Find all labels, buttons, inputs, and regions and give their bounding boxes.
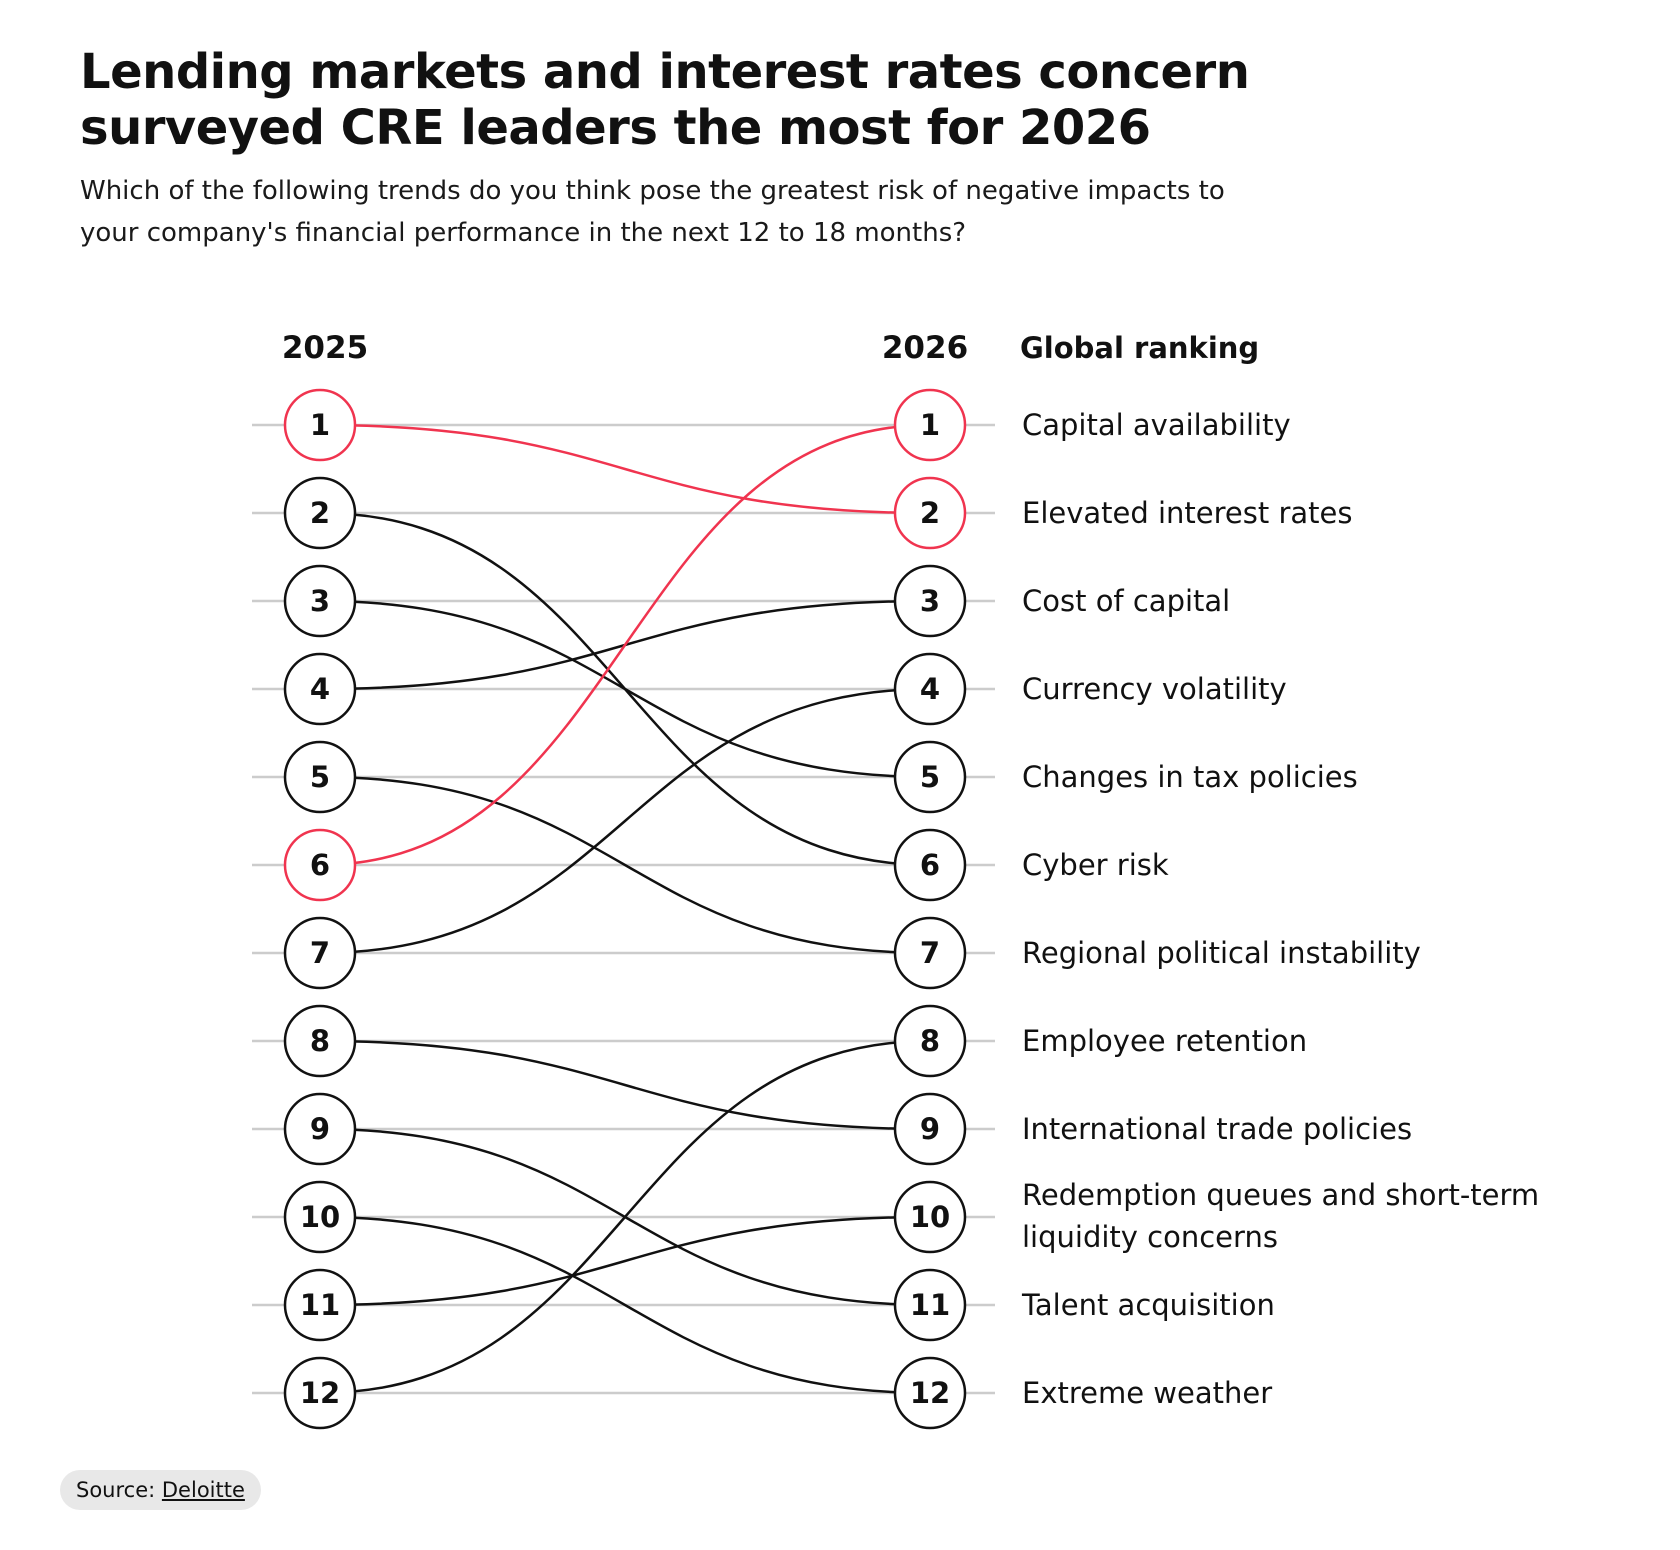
rank-circle-2026-1 [893, 388, 967, 462]
rank-number-2026-11: 11 [910, 1288, 950, 1322]
rank-circle-2025-2 [283, 476, 357, 550]
rank-number-2026-1: 1 [920, 408, 940, 442]
rank-number-2026-9: 9 [920, 1112, 940, 1146]
rank-number-2025-9: 9 [310, 1112, 330, 1146]
rank-number-2025-4: 4 [310, 672, 330, 706]
label-redemption-queues-and-short-term-liquidity-concerns: Redemption queues and short-term liquidit… [1022, 1178, 1539, 1254]
label-talent-acquisition: Talent acquisition [1021, 1288, 1275, 1322]
rank-line-regional-political-instability [319, 775, 931, 955]
label-extreme-weather: Extreme weather [1022, 1376, 1272, 1410]
rank-number-2026-3: 3 [920, 584, 940, 618]
rank-circle-2025-6 [283, 828, 357, 902]
rank-line-talent-acquisition [319, 1127, 931, 1307]
rank-number-2025-12: 12 [300, 1376, 340, 1410]
rank-line-international-trade-policies [319, 1039, 931, 1131]
rank-number-2026-8: 8 [920, 1024, 940, 1058]
rank-number-2025-7: 7 [310, 936, 330, 970]
rank-number-2026-2: 2 [920, 496, 940, 530]
rank-line-currency-volatility [319, 687, 931, 955]
label-elevated-interest-rates: Elevated interest rates [1022, 496, 1352, 530]
item-labels: Capital availability Elevated interest ra… [1021, 408, 1539, 1410]
header-2025: 2025 [282, 330, 368, 366]
rank-number-2026-5: 5 [920, 760, 940, 794]
rank-circle-2025-1 [283, 388, 357, 462]
label-regional-political-instability: Regional political instability [1022, 936, 1421, 970]
label-cost-of-capital: Cost of capital [1022, 584, 1230, 618]
rank-circle-2026-4 [893, 652, 967, 726]
rank-circle-2025-7 [283, 916, 357, 990]
rank-number-2025-5: 5 [310, 760, 330, 794]
rank-circle-2025-9 [283, 1092, 357, 1166]
header-global-ranking: Global ranking [1020, 331, 1259, 365]
label-capital-availability: Capital availability [1022, 408, 1291, 442]
rank-circle-2026-12 [893, 1356, 967, 1430]
rank-circle-2025-12 [283, 1356, 357, 1430]
rank-circle-2026-8 [893, 1004, 967, 1078]
source-label: Source: [76, 1478, 156, 1502]
chart-title: Lending markets and interest rates conce… [80, 44, 1250, 156]
rank-circle-2026-7 [893, 916, 967, 990]
rank-line-cyber-risk [319, 511, 931, 867]
rank-line-redemption-queues-and-short-term-liquidity-concerns [319, 1215, 931, 1307]
rank-circle-2026-6 [893, 828, 967, 902]
gridlines [252, 423, 995, 1395]
rank-circle-2025-4 [283, 652, 357, 726]
rank-circle-2025-10 [283, 1180, 357, 1254]
header-2026: 2026 [882, 330, 968, 366]
rank-number-2025-11: 11 [300, 1288, 340, 1322]
rank-circle-2026-5 [893, 740, 967, 814]
label-cyber-risk: Cyber risk [1022, 848, 1169, 882]
rank-number-2026-10: 10 [910, 1200, 950, 1234]
rank-number-2025-3: 3 [310, 584, 330, 618]
rank-number-2026-7: 7 [920, 936, 940, 970]
rank-line-elevated-interest-rates [319, 423, 931, 515]
rank-circle-2026-9 [893, 1092, 967, 1166]
rank-circle-2026-11 [893, 1268, 967, 1342]
source-badge: Source: Deloitte [60, 1470, 261, 1510]
rank-number-2026-12: 12 [910, 1376, 950, 1410]
label-currency-volatility: Currency volatility [1022, 672, 1287, 706]
rank-line-capital-availability [319, 423, 931, 867]
rank-number-2025-10: 10 [300, 1200, 340, 1234]
rank-circle-2025-5 [283, 740, 357, 814]
rank-number-2025-6: 6 [310, 848, 330, 882]
chart-subtitle: Which of the following trends do you thi… [80, 176, 1225, 248]
rank-number-2026-4: 4 [920, 672, 940, 706]
label-employee-retention: Employee retention [1022, 1024, 1307, 1058]
label-changes-in-tax-policies: Changes in tax policies [1022, 760, 1358, 794]
rank-change-lines [319, 423, 931, 1395]
rank-circle-2025-3 [283, 564, 357, 638]
rank-circle-2025-8 [283, 1004, 357, 1078]
rank-number-2025-2: 2 [310, 496, 330, 530]
rank-number-2025-1: 1 [310, 408, 330, 442]
rank-circle-2026-10 [893, 1180, 967, 1254]
source-link[interactable]: Deloitte [161, 1478, 245, 1502]
rank-number-2025-8: 8 [310, 1024, 330, 1058]
rank-circle-2026-2 [893, 476, 967, 550]
rank-circle-2026-3 [893, 564, 967, 638]
rank-number-2026-6: 6 [920, 848, 940, 882]
rank-circle-2025-11 [283, 1268, 357, 1342]
label-international-trade-policies: International trade policies [1022, 1112, 1412, 1146]
rank-line-extreme-weather [319, 1215, 931, 1395]
